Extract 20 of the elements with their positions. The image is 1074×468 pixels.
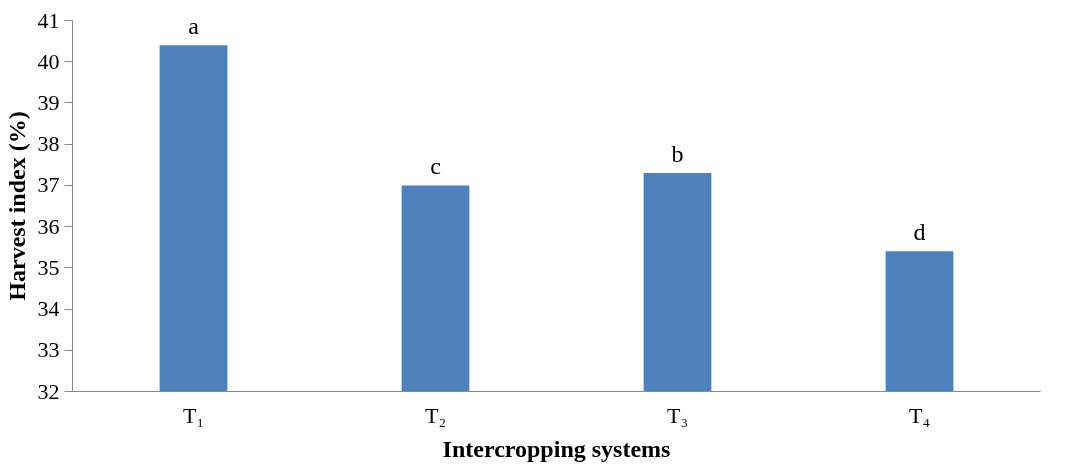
x-tick-label: T₄	[908, 402, 931, 428]
y-tick-label: 37	[37, 172, 60, 198]
annotation: a	[188, 13, 200, 40]
x-tick-label: T₂	[424, 402, 447, 428]
x-axis-title: Intercropping systems	[442, 435, 671, 462]
annotation: d	[913, 219, 926, 246]
y-tick-label: 36	[37, 213, 60, 239]
y-axis-title: Harvest index (%)	[3, 111, 30, 301]
y-tick-label: 38	[37, 131, 60, 157]
annotation: c	[430, 153, 441, 180]
x-tick-label: T₃	[666, 402, 689, 428]
y-tick-label: 40	[37, 48, 60, 74]
y-tick-label: 35	[37, 254, 60, 280]
y-tick-label: 32	[37, 378, 60, 404]
y-tick-label: 41	[37, 7, 60, 33]
annotation: b	[671, 141, 684, 168]
y-tick-label: 39	[37, 89, 60, 115]
x-tick-label: T₁	[182, 402, 205, 428]
y-tick-label: 34	[37, 296, 60, 322]
y-tick-label: 33	[37, 337, 60, 363]
